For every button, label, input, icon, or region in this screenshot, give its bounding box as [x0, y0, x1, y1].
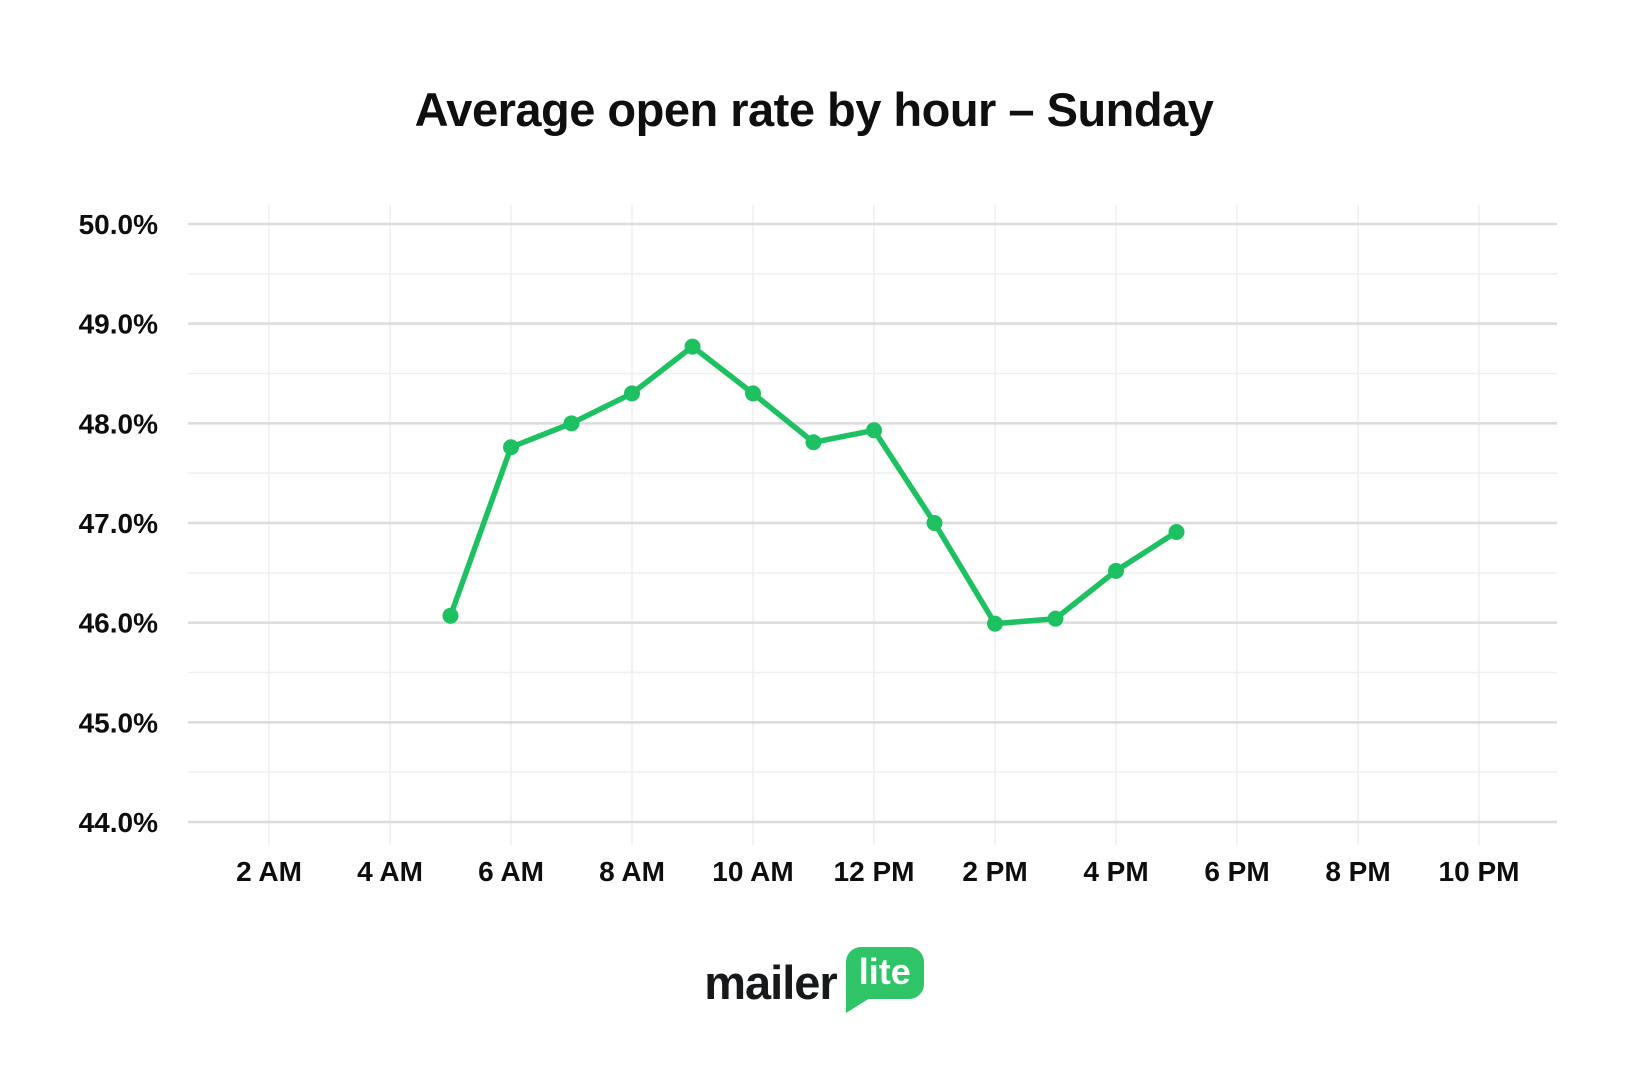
x-axis-label: 6 PM [1204, 856, 1269, 887]
logo-wordmark: mailer [704, 955, 837, 1009]
mailerlite-logo: mailer lite [0, 947, 1628, 1013]
y-axis-label: 44.0% [79, 807, 158, 838]
data-point [926, 515, 943, 531]
chart-title: Average open rate by hour – Sunday [414, 83, 1214, 136]
data-point [1108, 562, 1124, 579]
x-axis-label: 6 AM [478, 856, 544, 887]
y-axis-label: 48.0% [79, 408, 158, 439]
data-point [1047, 610, 1064, 627]
data-point [684, 338, 701, 355]
y-axis-label: 50.0% [79, 209, 158, 240]
x-axis-label: 8 PM [1325, 856, 1390, 887]
x-axis-label: 4 AM [357, 856, 423, 887]
x-axis-label: 4 PM [1083, 856, 1148, 887]
x-axis-label: 12 PM [834, 856, 915, 887]
data-point [866, 422, 882, 439]
data-point [624, 385, 640, 402]
x-axis-label: 10 PM [1439, 856, 1520, 887]
y-axis-label: 45.0% [79, 707, 158, 738]
logo-bubble: lite [845, 947, 924, 1013]
logo-bubble-text: lite [858, 951, 911, 992]
data-point [805, 434, 822, 451]
data-point [745, 385, 761, 402]
x-axis-label: 2 AM [236, 856, 302, 887]
data-point [503, 439, 519, 456]
series-line [447, 343, 1180, 627]
data-point [442, 607, 459, 624]
data-point [563, 415, 580, 432]
x-axis-label: 10 AM [712, 856, 793, 887]
x-axis-label: 2 PM [962, 856, 1027, 887]
y-axis-label: 46.0% [79, 608, 158, 639]
data-point [987, 615, 1003, 632]
data-point [1168, 523, 1185, 540]
y-axis-label: 49.0% [79, 309, 158, 340]
x-axis-label: 8 AM [599, 856, 665, 887]
y-axis-label: 47.0% [79, 508, 158, 539]
